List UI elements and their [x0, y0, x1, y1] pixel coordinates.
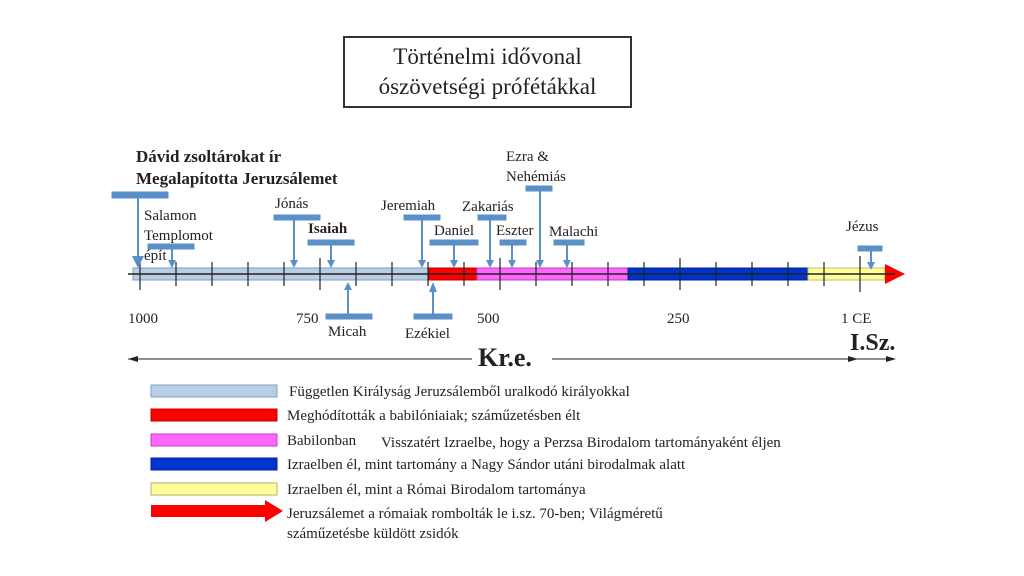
- legend-text-arrow: Jeruzsálemet a rómaiak rombolták le i.sz…: [287, 504, 663, 544]
- salamon-note-line-3: épít: [144, 248, 167, 264]
- tick-label-1000: 1000: [128, 311, 158, 327]
- legend-text-arrow-line-2: száműzetésbe küldött zsidók: [287, 526, 459, 542]
- prophet-label-jezus: Jézus: [846, 219, 879, 235]
- legend-swatch-roman: [150, 482, 278, 496]
- prophet-label-micah: Micah: [328, 324, 367, 340]
- legend-swatches: [150, 384, 283, 522]
- david-note: Dávid zsoltárokat ír Megalapította Jeruz…: [136, 146, 338, 190]
- prophet-label-jonas: Jónás: [275, 196, 309, 212]
- legend-text-return-b: Visszatért Izraelbe, hogy a Perzsa Birod…: [381, 435, 781, 451]
- legend-arrow-head: [265, 500, 283, 522]
- david-note-line-1: Dávid zsoltárokat ír: [136, 147, 282, 166]
- legend-text-roman: Izraelben él, mint a Római Birodalom tar…: [287, 482, 586, 498]
- legend-text-greek: Izraelben él, mint tartomány a Nagy Sánd…: [287, 457, 686, 473]
- salamon-note-line-1: Salamon: [144, 208, 197, 224]
- title-line-1: Történelmi idővonal: [393, 44, 582, 69]
- prophet-label-eszter: Eszter: [496, 223, 534, 239]
- prophet-label-isaiah: Isaiah: [308, 221, 348, 237]
- prophet-markers: [111, 185, 883, 320]
- legend-text-babylon: Meghódították a babilóniaiak; száműzetés…: [287, 408, 581, 424]
- axis-ticks: [139, 256, 861, 292]
- legend-text-arrow-line-1: Jeruzsálemet a rómaiak rombolták le i.sz…: [287, 506, 663, 522]
- tick-label-500: 500: [477, 311, 500, 327]
- salamon-note-line-2: Templomot: [144, 228, 213, 244]
- prophet-label-jeremiah: Jeremiah: [381, 198, 436, 214]
- era-arrows: [128, 356, 896, 362]
- legend-swatch-return: [150, 433, 278, 447]
- salamon-note: Salamon Templomot épít: [144, 206, 213, 266]
- prophet-label-malachi: Malachi: [549, 224, 599, 240]
- prophet-label-ezekiel: Ezékiel: [405, 326, 450, 342]
- era-label-ad: I.Sz.: [850, 330, 896, 356]
- prophet-label-zakarias: Zakariás: [462, 199, 514, 215]
- legend-text-independent: Független Királyság Jeruzsálemből uralko…: [289, 384, 630, 400]
- title-box: Történelmi idővonal ószövetségi próféták…: [343, 36, 632, 108]
- title-line-2: ószövetségi prófétákkal: [378, 74, 597, 99]
- legend-swatch-babylon: [150, 408, 278, 422]
- prophet-label-ezra-line-2: Nehémiás: [506, 169, 566, 185]
- legend-swatch-arrow: [151, 505, 267, 517]
- legend-swatch-independent: [150, 384, 278, 398]
- tick-label-1ce: 1 CE: [841, 311, 872, 327]
- tick-label-250: 250: [667, 311, 690, 327]
- prophet-label-daniel: Daniel: [434, 223, 474, 239]
- legend-text-return-a: Babilonban: [287, 433, 357, 449]
- prophet-label-ezra-line-1: Ezra &: [506, 149, 549, 165]
- tick-label-750: 750: [296, 311, 319, 327]
- prophet-label-ezra-nehemias: Ezra & Nehémiás: [506, 147, 566, 187]
- david-note-line-2: Megalapította Jeruzsálemet: [136, 169, 338, 188]
- era-label-bc: Kr.e.: [478, 343, 532, 372]
- legend-swatch-greek: [150, 457, 278, 471]
